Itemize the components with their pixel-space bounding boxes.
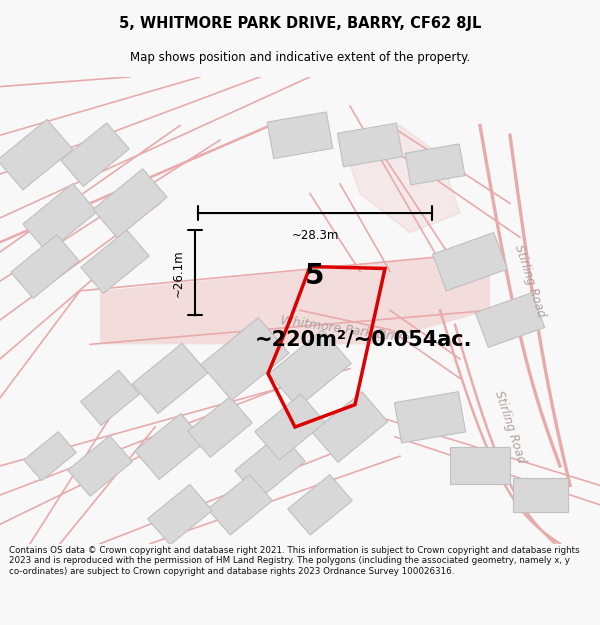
Polygon shape <box>188 397 253 458</box>
Polygon shape <box>80 370 139 426</box>
Text: Stirling Road: Stirling Road <box>492 389 528 465</box>
Polygon shape <box>23 183 97 253</box>
Polygon shape <box>269 330 351 408</box>
Polygon shape <box>61 123 129 186</box>
Polygon shape <box>394 392 466 443</box>
Polygon shape <box>93 169 167 238</box>
Polygon shape <box>337 123 403 167</box>
Text: ~220m²/~0.054ac.: ~220m²/~0.054ac. <box>255 329 473 349</box>
Polygon shape <box>450 448 510 484</box>
Text: Stirling Road: Stirling Road <box>512 243 548 319</box>
Polygon shape <box>68 436 133 496</box>
Text: ~28.3m: ~28.3m <box>292 229 338 242</box>
Polygon shape <box>340 126 460 232</box>
Polygon shape <box>267 112 333 159</box>
Polygon shape <box>135 414 205 479</box>
Polygon shape <box>287 474 352 535</box>
Text: ~26.1m: ~26.1m <box>172 249 185 297</box>
Polygon shape <box>11 235 79 298</box>
Polygon shape <box>433 232 508 291</box>
Polygon shape <box>475 292 545 348</box>
Polygon shape <box>0 119 73 190</box>
Polygon shape <box>201 318 289 400</box>
Text: Contains OS data © Crown copyright and database right 2021. This information is : Contains OS data © Crown copyright and d… <box>9 546 580 576</box>
Polygon shape <box>148 484 212 545</box>
Polygon shape <box>81 230 149 294</box>
Text: Whitmore Park Drive: Whitmore Park Drive <box>280 314 410 345</box>
Polygon shape <box>405 144 465 185</box>
Text: Map shows position and indicative extent of the property.: Map shows position and indicative extent… <box>130 51 470 64</box>
Polygon shape <box>208 474 272 535</box>
Polygon shape <box>100 252 490 344</box>
Text: 5, WHITMORE PARK DRIVE, BARRY, CF62 8JL: 5, WHITMORE PARK DRIVE, BARRY, CF62 8JL <box>119 16 481 31</box>
Polygon shape <box>512 478 568 512</box>
Polygon shape <box>235 433 305 499</box>
Polygon shape <box>312 392 388 462</box>
Polygon shape <box>24 432 76 481</box>
Polygon shape <box>255 394 325 460</box>
Polygon shape <box>132 343 208 414</box>
Text: 5: 5 <box>305 262 325 290</box>
